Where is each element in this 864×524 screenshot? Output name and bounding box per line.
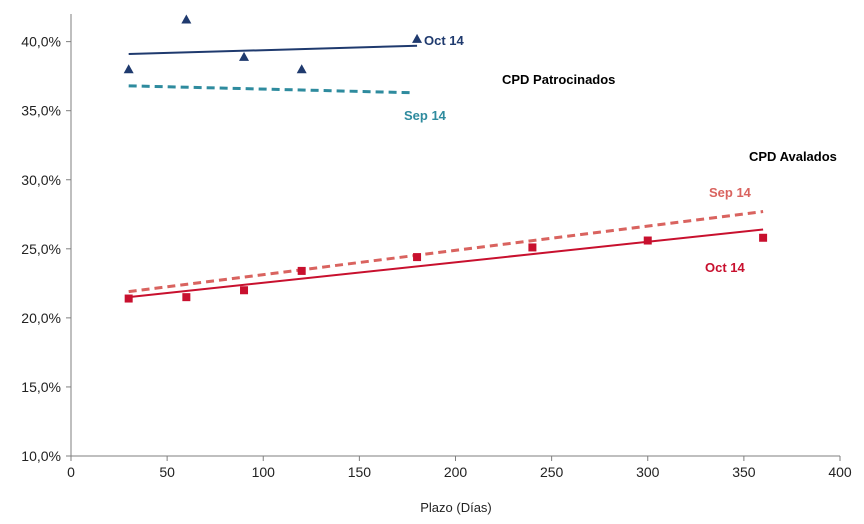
triangle-marker — [239, 51, 250, 61]
trendline — [128, 44, 418, 56]
x-tick-label: 50 — [159, 464, 175, 480]
x-tick-label: 0 — [67, 464, 75, 480]
trendlines — [128, 44, 764, 299]
annotation-label: Sep 14 — [404, 108, 447, 123]
x-tick-label: 300 — [636, 464, 660, 480]
annotation-label: Oct 14 — [705, 260, 746, 275]
trendline — [128, 84, 414, 95]
axes: 10,0% 15,0% 20,0% 25,0% 30,0% 35,0% 40,0% 0 50 10… — [21, 14, 852, 480]
square-marker — [759, 233, 768, 242]
y-tick-label: 25,0% — [21, 241, 61, 257]
x-tick-label: 250 — [540, 464, 564, 480]
x-tick-label: 150 — [348, 464, 372, 480]
triangle-marker — [181, 14, 192, 24]
data-points — [123, 14, 768, 303]
annotation-label: CPD Patrocinados — [502, 72, 615, 87]
x-tick-label: 100 — [252, 464, 276, 480]
square-marker — [124, 294, 133, 303]
y-tick-label: 15,0% — [21, 379, 61, 395]
square-marker — [528, 243, 537, 252]
triangle-marker — [296, 64, 307, 74]
triangle-marker — [123, 64, 134, 74]
square-marker — [297, 266, 306, 275]
square-marker — [182, 293, 191, 302]
x-tick-label: 200 — [444, 464, 468, 480]
y-tick-label: 20,0% — [21, 310, 61, 326]
x-axis-title: Plazo (Días) — [420, 500, 492, 515]
square-marker — [240, 286, 249, 295]
annotations: Oct 14 CPD Patrocinados Sep 14 CPD Avalados… — [404, 33, 837, 275]
square-marker — [643, 236, 652, 245]
annotation-label: Oct 14 — [424, 33, 465, 48]
y-tick-label: 35,0% — [21, 103, 61, 119]
y-tick-label: 40,0% — [21, 34, 61, 50]
trendline — [128, 210, 764, 294]
annotation-label: Sep 14 — [709, 185, 752, 200]
y-tick-label: 10,0% — [21, 448, 61, 464]
trendline — [128, 228, 764, 299]
triangle-marker — [412, 33, 423, 43]
y-tick-label: 30,0% — [21, 172, 61, 188]
x-tick-label: 350 — [732, 464, 756, 480]
x-tick-label: 400 — [828, 464, 852, 480]
square-marker — [413, 253, 422, 262]
annotation-label: CPD Avalados — [749, 149, 837, 164]
